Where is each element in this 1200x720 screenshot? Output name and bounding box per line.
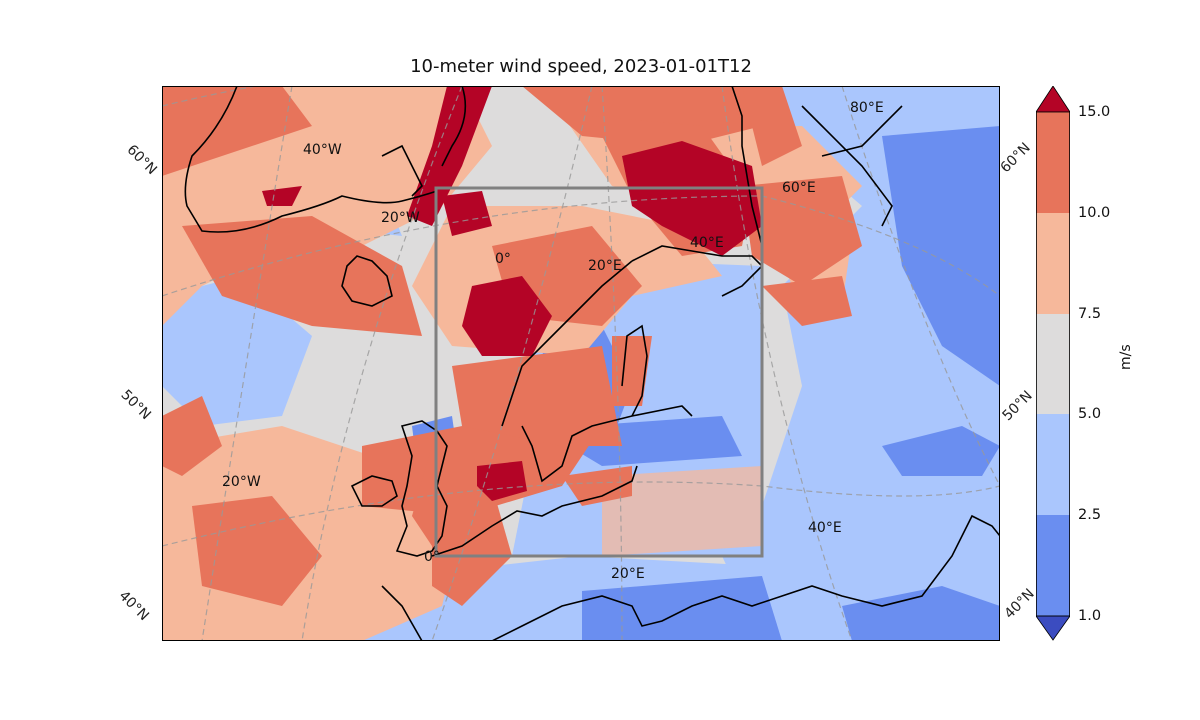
lat-label-left-60n: 60°N: [123, 141, 160, 179]
colorbar-tick-7-5: 7.5: [1078, 306, 1102, 322]
lon-label-20e-bottom: 20°E: [611, 566, 645, 582]
lon-label-60e-top: 60°E: [782, 180, 816, 196]
lon-label-0-top: 0°: [495, 251, 511, 267]
colorbar-tick-1: 1.0: [1078, 608, 1102, 624]
graticule: [162, 86, 1000, 641]
lat-label-right-50n: 50°N: [999, 387, 1036, 425]
colorbar-label: m/s: [1118, 344, 1134, 370]
lon-label-20e-top: 20°E: [588, 258, 622, 274]
lat-label-left-50n: 50°N: [117, 386, 154, 424]
colorbar-tick-10: 10.0: [1078, 205, 1111, 221]
lon-label-0-bottom: 0°: [424, 549, 440, 565]
lon-label-40e-bottom: 40°E: [808, 520, 842, 536]
colorbar: [1036, 86, 1070, 641]
colorbar-tick-15: 15.0: [1078, 104, 1111, 120]
wind-speed-map: [162, 86, 1000, 641]
lon-label-40w-top: 40°W: [303, 142, 342, 158]
lon-label-20w-top: 20°W: [381, 210, 420, 226]
lon-label-80e-top: 80°E: [850, 100, 884, 116]
lat-label-right-60n: 60°N: [997, 139, 1034, 177]
lon-label-40e-top: 40°E: [690, 235, 724, 251]
lat-label-left-40n: 40°N: [115, 587, 152, 625]
inner-domain-box: [434, 186, 764, 558]
colorbar-tick-5: 5.0: [1078, 406, 1102, 422]
lon-label-20w-bottom: 20°W: [222, 474, 261, 490]
colorbar-tick-2-5: 2.5: [1078, 507, 1102, 523]
lat-label-right-40n: 40°N: [1001, 585, 1038, 623]
coastlines: [184, 86, 1000, 641]
very-strong-wind-areas: [262, 86, 762, 501]
chart-title: 10-meter wind speed, 2023-01-01T12: [410, 56, 752, 77]
